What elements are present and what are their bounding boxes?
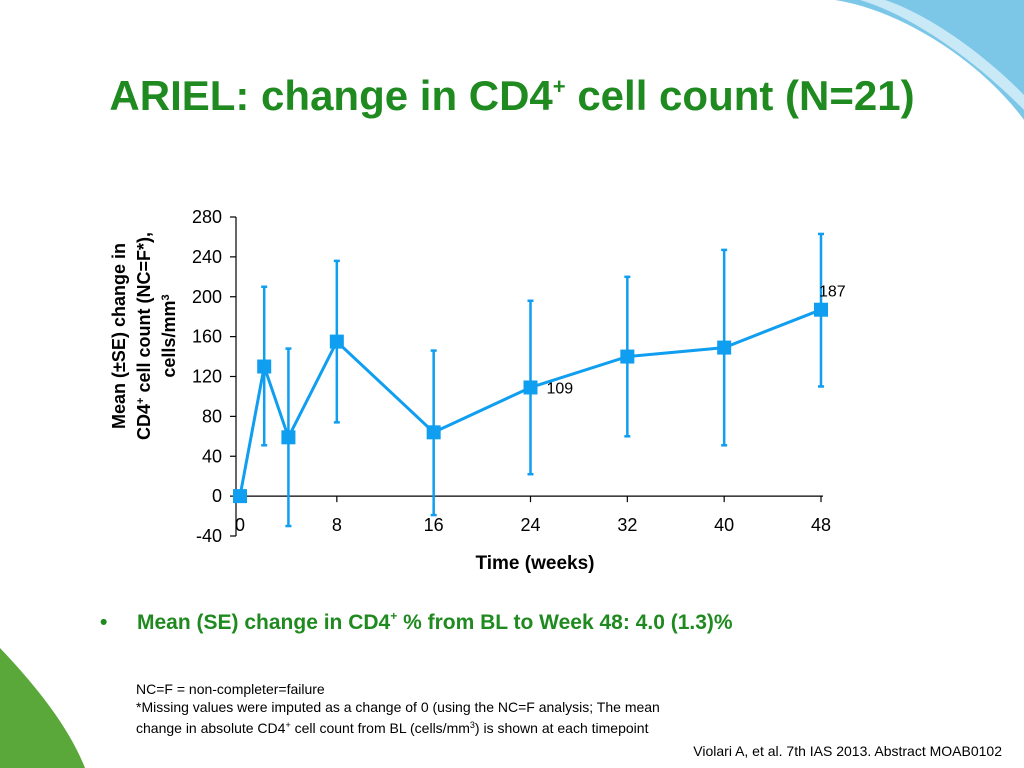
y-tick-label: 120 [192,367,222,387]
top-right-swoosh-blue [835,0,1024,120]
y-tick-label: -40 [196,526,222,546]
y-tick-label: 0 [212,486,222,506]
x-axis-label: Time (weeks) [475,553,595,574]
y-tick-label: 80 [202,406,222,426]
x-tick-label: 24 [520,515,540,535]
y-tick-label: 240 [192,247,222,267]
page-title: ARIEL: change in CD4+ cell count (N=21) [109,72,915,119]
y-tick-label: 200 [192,287,222,307]
y-tick-label: 40 [202,446,222,466]
y-tick-label: 280 [192,207,222,227]
x-tick-label: 48 [811,515,831,535]
x-tick-label: 16 [424,515,444,535]
citation: Violari A, et al. 7th IAS 2013. Abstract… [693,743,1002,759]
summary-bullet: • Mean (SE) change in CD4+ % from BL to W… [100,609,733,634]
x-tick-label: 0 [235,515,245,535]
data-point [233,489,247,504]
y-axis-label: Mean (±SE) change in CD4+ cell count (NC… [109,232,179,440]
footnote-line: NC=F = non-completer=failure [136,681,325,697]
footnote-line: change in absolute CD4+ cell count from … [136,720,649,736]
data-point [329,334,344,349]
cd4-change-chart: -40 0 40 80 120 160 200 240 280 0 8 16 24 32 40 48 109 18… [192,207,846,546]
data-label: 109 [547,380,574,397]
bullet-icon: • [100,611,108,634]
data-point [257,359,272,374]
footnotes: NC=F = non-completer=failure *Missing va… [136,680,660,737]
data-point [426,425,441,440]
data-point [717,340,732,355]
data-point [814,302,828,317]
y-tick-label: 160 [192,327,222,347]
data-point [620,349,635,364]
bottom-left-swoosh-green [0,648,85,768]
x-tick-label: 32 [617,515,637,535]
data-point [523,380,538,395]
x-tick-label: 8 [332,515,342,535]
x-tick-label: 40 [714,515,734,535]
data-point [281,430,296,445]
data-label: 187 [819,284,846,301]
footnote-line: *Missing values were imputed as a change… [136,699,660,715]
